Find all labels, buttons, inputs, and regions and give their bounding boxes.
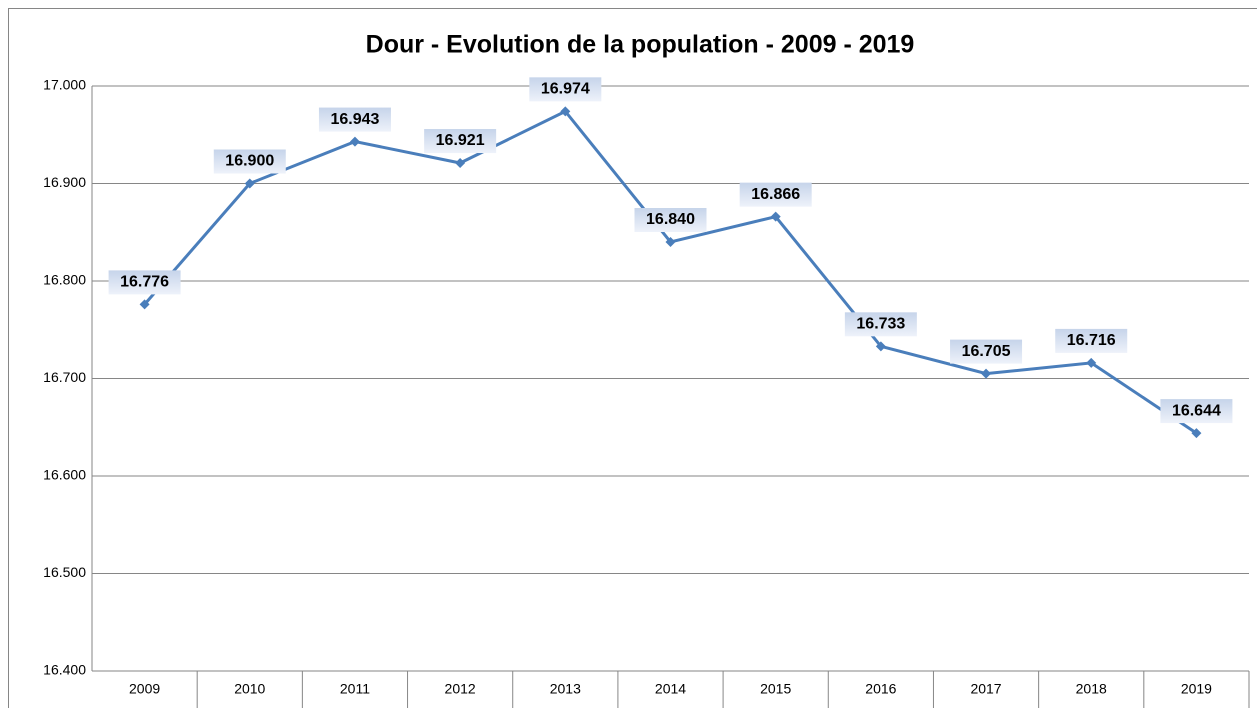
x-tick-label: 2009: [129, 681, 160, 697]
chart-frame: [8, 8, 1257, 708]
data-label-box: [1160, 399, 1233, 424]
data-label: 16.716: [1067, 332, 1116, 349]
x-tick-label: 2013: [550, 681, 581, 697]
data-label: 16.776: [120, 274, 169, 291]
y-tick-label: 16.700: [43, 369, 86, 385]
x-tick-label: 2014: [655, 681, 686, 697]
data-label-box: [1055, 328, 1128, 353]
data-label: 16.943: [330, 111, 379, 128]
y-tick-label: 17.000: [43, 77, 86, 93]
x-tick-label: 2018: [1076, 681, 1107, 697]
data-label-box: [108, 270, 181, 295]
marker: [244, 178, 255, 189]
data-label-box: [844, 312, 917, 337]
y-tick-label: 16.600: [43, 467, 86, 483]
x-tick-label: 2017: [970, 681, 1001, 697]
x-tick-label: 2011: [340, 681, 370, 697]
data-label: 16.866: [751, 186, 800, 203]
data-label: 16.900: [225, 153, 274, 170]
data-label: 16.644: [1172, 402, 1221, 419]
data-label: 16.974: [541, 81, 590, 98]
marker: [1191, 428, 1202, 439]
marker: [1086, 357, 1097, 368]
y-tick-label: 16.900: [43, 174, 86, 190]
marker: [139, 299, 150, 310]
y-tick-label: 16.500: [43, 564, 86, 580]
x-tick-label: 2019: [1181, 681, 1212, 697]
data-label-box: [634, 208, 707, 232]
y-tick-label: 16.400: [43, 662, 86, 678]
data-label-box: [318, 107, 391, 132]
x-tick-label: 2010: [234, 681, 265, 697]
data-label: 16.921: [436, 132, 485, 149]
data-label: 16.733: [856, 316, 905, 333]
marker: [455, 158, 466, 169]
y-tick-label: 16.800: [43, 272, 86, 288]
marker: [875, 341, 886, 352]
marker: [770, 211, 781, 222]
data-label-box: [424, 129, 497, 154]
data-label-box: [739, 182, 812, 207]
chart-title: Dour - Evolution de la population - 2009…: [366, 31, 915, 59]
marker: [349, 136, 360, 147]
data-label-box: [213, 149, 286, 174]
x-tick-label: 2015: [760, 681, 791, 697]
x-tick-label: 2012: [445, 681, 476, 697]
data-label-box: [950, 339, 1023, 364]
x-tick-label: 2016: [865, 681, 896, 697]
marker: [981, 368, 992, 379]
data-label-box: [529, 77, 602, 102]
marker: [665, 237, 676, 247]
data-label: 16.840: [646, 211, 695, 228]
data-label: 16.705: [962, 343, 1011, 360]
marker: [560, 106, 571, 117]
